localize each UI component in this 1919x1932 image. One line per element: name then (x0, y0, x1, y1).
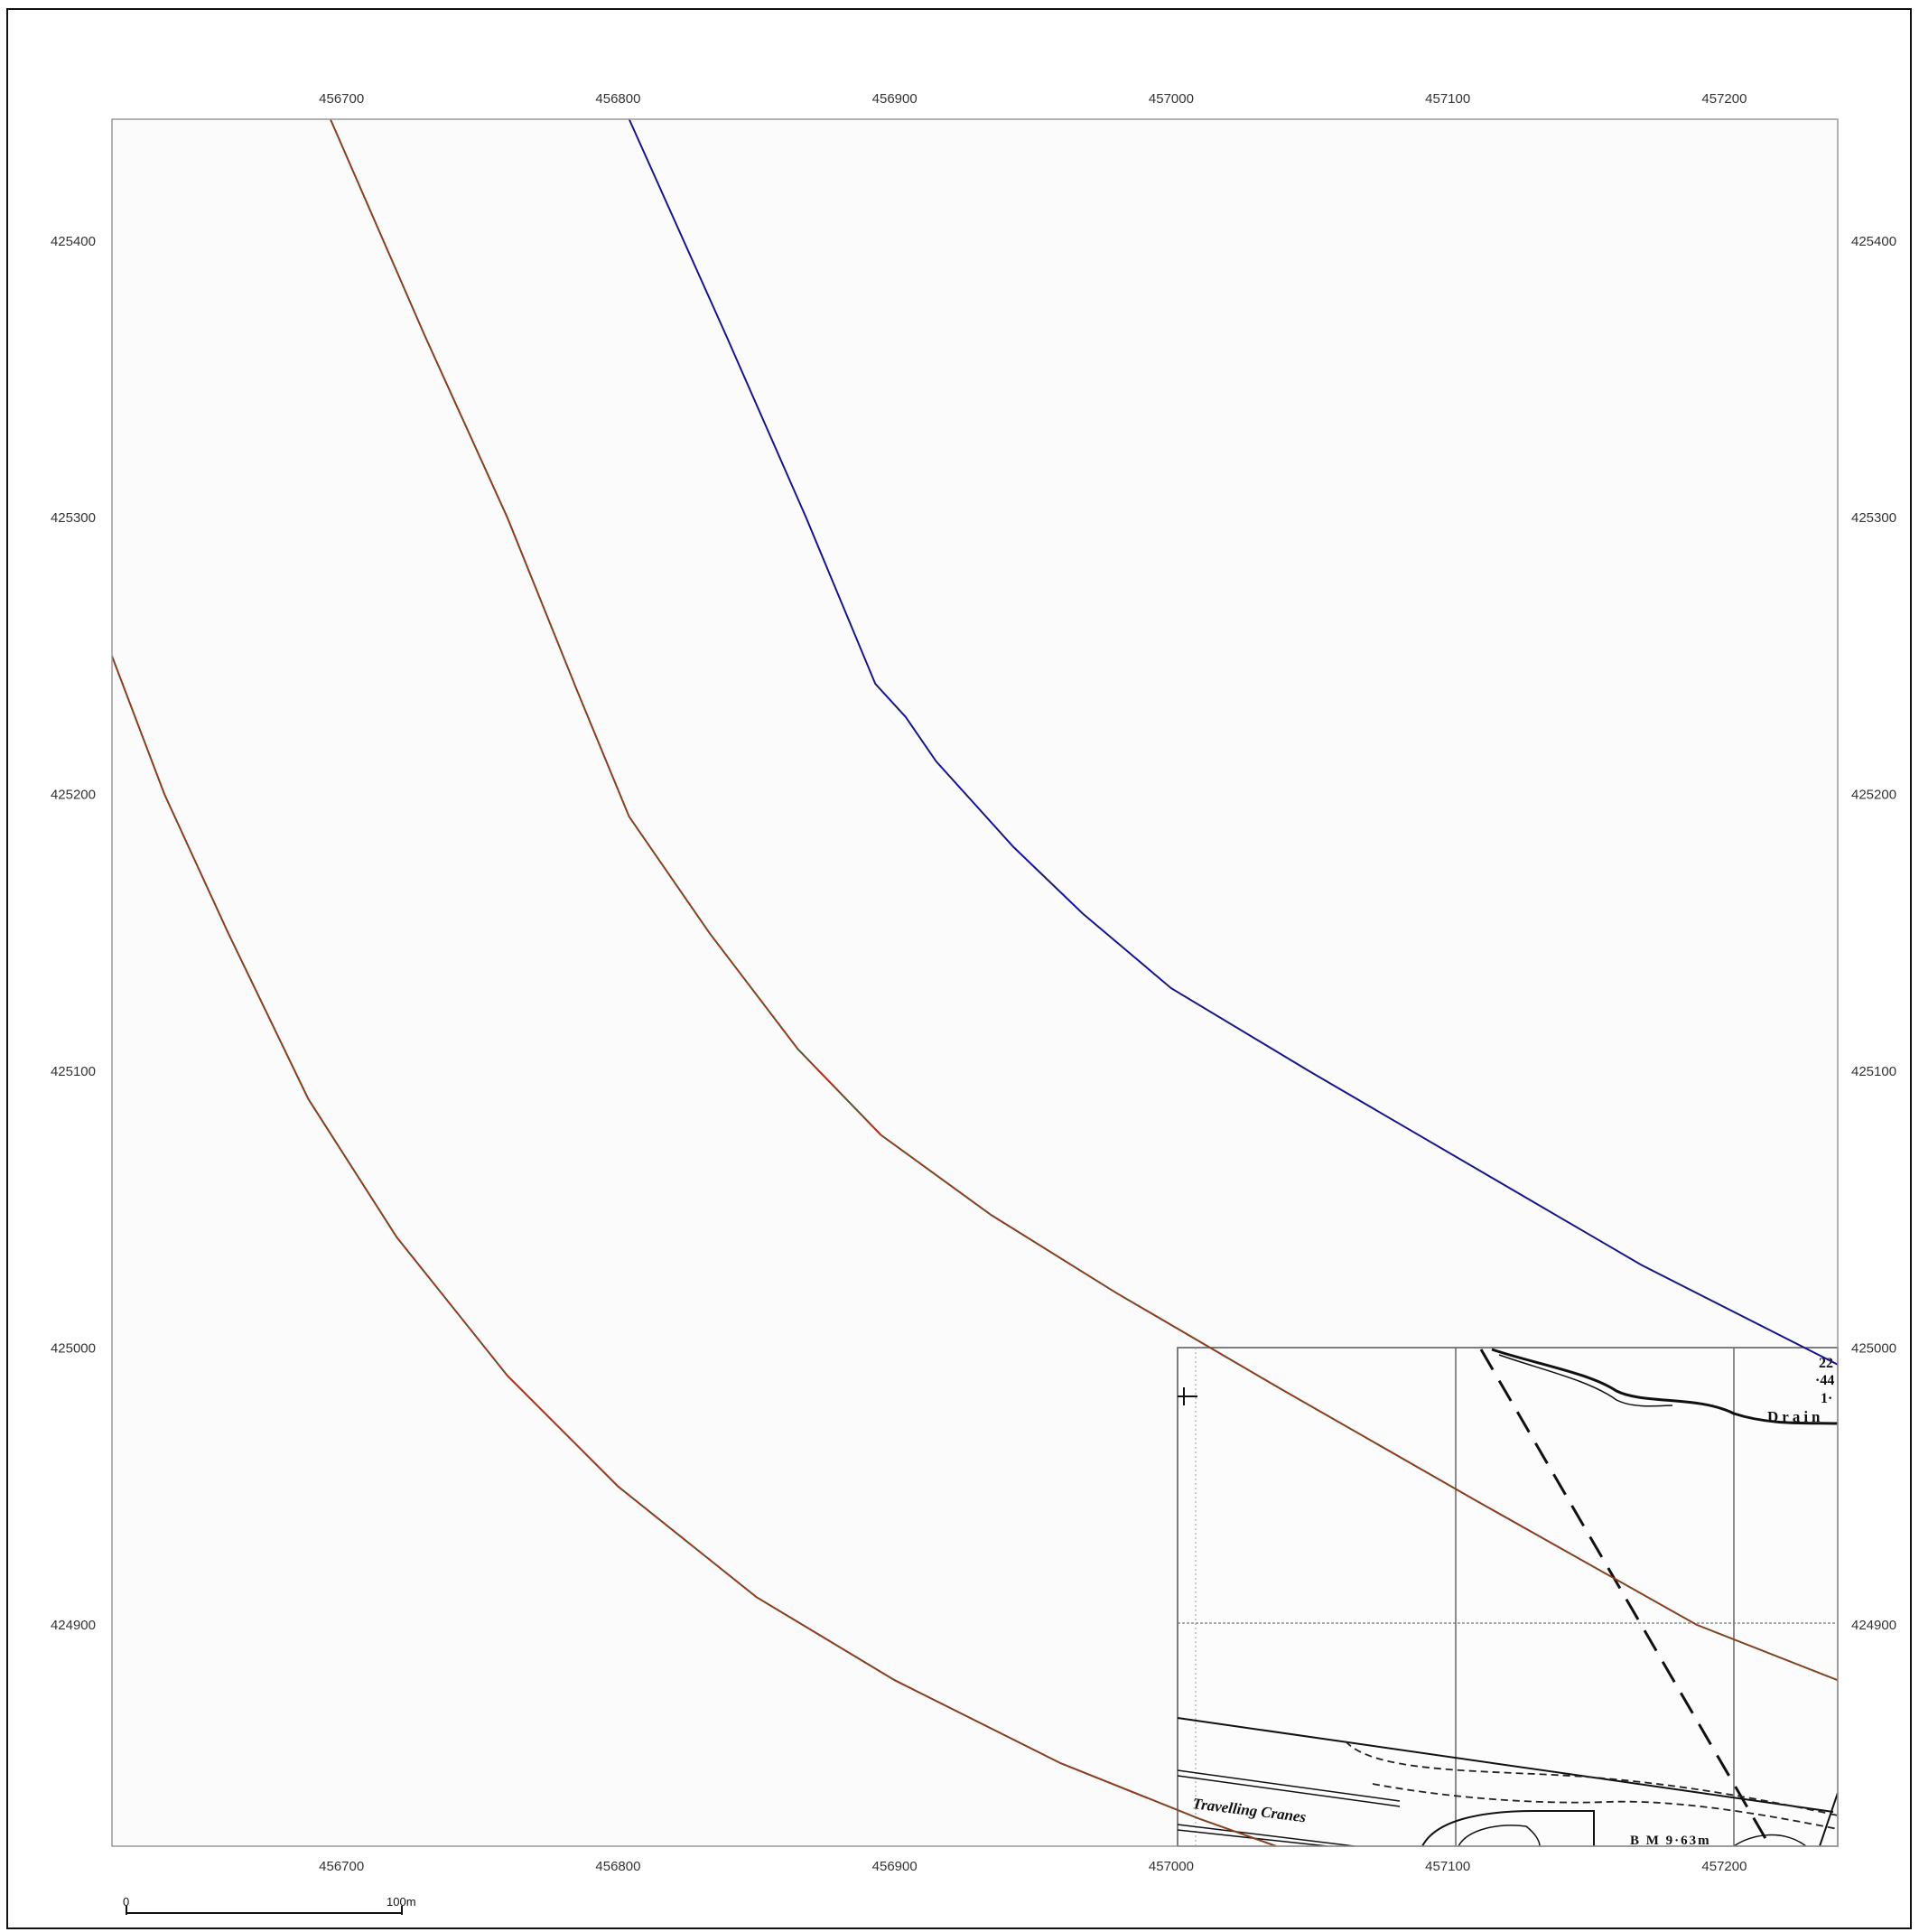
x-tick-label-top: 456700 (319, 91, 364, 107)
inset-dotted-track (1345, 1741, 1839, 1816)
inset-curve (1733, 1834, 1807, 1847)
y-tick-label-right: 425000 (1851, 1340, 1896, 1356)
y-tick-label-left: 425100 (51, 1064, 96, 1079)
inset-drain-line (1491, 1348, 1839, 1425)
inset-tree-outline (1458, 1825, 1541, 1847)
x-tick-label-top: 457200 (1701, 91, 1747, 107)
x-tick-label-top: 457100 (1425, 91, 1470, 107)
inset-border (1177, 1347, 1839, 1847)
inset-drain-bank (1498, 1354, 1673, 1407)
south-track-overlay-line (111, 656, 1277, 1847)
x-tick-label-bottom: 457100 (1425, 1859, 1470, 1874)
y-tick-label-right: 425200 (1851, 788, 1896, 803)
inset-crane-rail (1177, 1775, 1401, 1807)
y-tick-label-left: 425300 (51, 510, 96, 526)
inset-label-bm: B M 9·63m (1630, 1834, 1711, 1848)
x-tick-label-bottom: 456700 (319, 1859, 364, 1874)
x-tick-label-top: 457000 (1149, 91, 1194, 107)
y-tick-label-left: 424900 (51, 1618, 96, 1633)
x-tick-label-top: 456800 (595, 91, 640, 107)
scale-bar-start-label: 0 (123, 1895, 129, 1909)
inset-label-drain: Drain (1767, 1408, 1824, 1425)
coordinate-ticks: 456700 456700 456800 456800 456900 456900 4570… (51, 91, 1896, 1874)
x-tick-label-bottom: 456900 (872, 1859, 918, 1874)
scale-bar-end-label: 100m (387, 1895, 416, 1909)
y-tick-label-left: 425000 (51, 1340, 96, 1356)
y-tick-label-right: 425300 (1851, 510, 1896, 526)
map-frame (111, 118, 1839, 1847)
inset-crane-rail (1177, 1769, 1401, 1802)
y-tick-label-left: 425400 (51, 234, 96, 249)
blue-track-overlay-line (629, 118, 1839, 1366)
inset-road-edge (1819, 1792, 1839, 1847)
inset-label-corner-c: 1· (1821, 1391, 1832, 1406)
inset-building-outline (1421, 1810, 1595, 1847)
inset-dotted-track (1372, 1783, 1839, 1830)
inset-historic-map: Drain Travelling Cranes B M 9·63m 22 ·44… (1177, 1347, 1839, 1848)
inset-crane-rail (1177, 1824, 1355, 1847)
y-tick-label-right: 425100 (1851, 1064, 1896, 1079)
x-tick-label-bottom: 457200 (1701, 1859, 1747, 1874)
inset-dashed-boundary (1479, 1349, 1772, 1847)
y-tick-label-right: 425400 (1851, 234, 1896, 249)
y-tick-label-right: 424900 (1851, 1618, 1896, 1633)
track-lines (111, 118, 1839, 1847)
x-tick-label-bottom: 457000 (1149, 1859, 1194, 1874)
middle-track-overlay-line (330, 118, 1839, 1681)
inset-label-corner-b: ·44 (1815, 1373, 1834, 1388)
y-tick-label-left: 425200 (51, 788, 96, 803)
inset-road-line (1177, 1717, 1834, 1813)
x-tick-label-bottom: 456800 (595, 1859, 640, 1874)
x-tick-label-top: 456900 (872, 91, 918, 107)
scale-bar: 0 100m (123, 1895, 416, 1915)
